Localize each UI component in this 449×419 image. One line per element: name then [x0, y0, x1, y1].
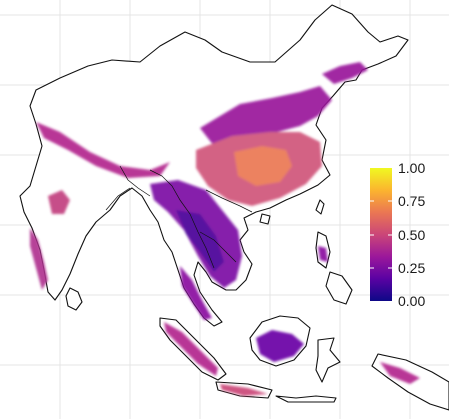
philippines-south-outline — [325, 271, 353, 305]
legend-tick-label: 0.75 — [398, 193, 426, 209]
suitability-raster — [30, 62, 420, 396]
legend-tick-label: 0.50 — [398, 227, 426, 243]
raster-indochina-dark — [176, 210, 224, 272]
country-borders — [105, 165, 253, 269]
raster-borneo — [256, 330, 304, 362]
legend-tick-label: 0.25 — [398, 260, 426, 276]
hainan-outline — [259, 213, 271, 225]
raster-himalaya — [36, 122, 170, 178]
legend-ticks — [370, 200, 392, 269]
raster-india-west — [48, 190, 70, 214]
raster-newguinea — [380, 362, 420, 384]
sulawesi-outline — [315, 337, 341, 383]
lesser-sunda-outline — [275, 395, 337, 403]
raster-china-north — [200, 86, 332, 146]
raster-philippines — [318, 246, 328, 262]
raster-malay — [180, 266, 212, 320]
legend-tick-label: 1.00 — [398, 160, 426, 176]
sri-lanka-outline — [65, 287, 83, 311]
taiwan-outline — [315, 199, 325, 215]
raster-sumatra — [164, 322, 218, 376]
raster-india-coast — [30, 228, 48, 290]
raster-northeast — [322, 62, 368, 84]
legend-colorbar — [370, 168, 392, 301]
raster-china-hot — [234, 146, 292, 186]
legend-tick-label: 0.00 — [398, 293, 426, 309]
raster-java — [220, 384, 268, 396]
